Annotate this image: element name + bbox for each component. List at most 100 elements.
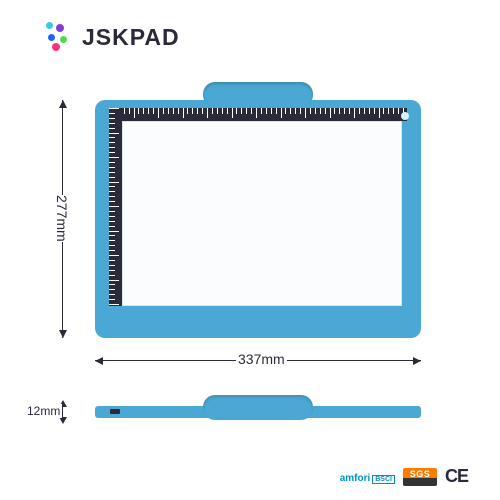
drawing-surface <box>122 121 402 306</box>
ruler-tick <box>300 108 301 114</box>
ruler-tick <box>109 275 115 276</box>
ruler-tick <box>109 147 115 148</box>
ruler-tick <box>109 260 115 261</box>
ruler-tick <box>148 108 149 114</box>
cert-sgs-badge: SGS <box>403 468 437 486</box>
power-button-icon <box>401 112 409 120</box>
ruler-tick <box>315 108 316 114</box>
ruler-tick <box>109 186 115 187</box>
ruler-tick <box>109 133 119 134</box>
ruler-tick <box>325 108 326 114</box>
usb-port-icon <box>110 409 120 414</box>
ruler-tick <box>109 172 115 173</box>
ruler-tick <box>109 182 119 183</box>
ruler-tick <box>246 108 247 114</box>
ruler-tick <box>271 108 272 114</box>
ruler-tick <box>109 304 119 305</box>
brand-name: JSKPAD <box>82 24 180 51</box>
ruler-tick <box>109 255 119 256</box>
ruler-tick <box>212 108 213 114</box>
bsci-label: BSCI <box>372 475 395 484</box>
ruler-tick <box>393 108 394 114</box>
ruler-tick <box>109 270 115 271</box>
ruler-tick <box>222 108 223 114</box>
ruler-tick <box>285 108 286 114</box>
dim-thickness-label: 12mm <box>25 404 62 418</box>
cert-amfori: amforiBSCI <box>340 468 395 486</box>
ruler-tick <box>109 167 115 168</box>
ruler-tick <box>109 137 115 138</box>
ruler-tick <box>236 108 237 114</box>
ruler-tick <box>173 108 174 114</box>
ruler-tick <box>276 108 277 114</box>
product-front-view <box>95 82 421 342</box>
ruler-tick <box>241 108 242 114</box>
ruler-tick <box>344 108 345 114</box>
ruler-tick <box>153 108 154 114</box>
ruler-tick <box>109 157 119 158</box>
ruler-tick <box>187 108 188 114</box>
logo-mark-icon <box>42 20 76 54</box>
dim-outer-width-label: 337mm <box>236 351 287 367</box>
ruler-tick <box>266 108 267 114</box>
ruler-tick <box>158 108 159 118</box>
ruler-tick <box>124 108 125 114</box>
ruler-tick <box>227 108 228 114</box>
ruler-tick <box>109 113 115 114</box>
ruler-tick <box>374 108 375 114</box>
ruler-tick <box>109 235 115 236</box>
ruler-tick <box>349 108 350 114</box>
ruler-tick <box>330 108 331 118</box>
ruler-tick <box>143 108 144 114</box>
side-pen-holder <box>203 395 313 420</box>
ruler-tick <box>109 201 115 202</box>
ruler-horizontal <box>109 108 407 121</box>
ruler-tick <box>192 108 193 114</box>
ruler-tick <box>359 108 360 114</box>
brand-logo: JSKPAD <box>42 20 180 54</box>
dim-arrow-icon <box>59 100 67 108</box>
ruler-tick <box>109 250 115 251</box>
ruler-tick <box>109 289 115 290</box>
ruler-tick <box>134 108 135 118</box>
ruler-tick <box>207 108 208 118</box>
ruler-tick <box>109 108 119 109</box>
ruler-tick <box>197 108 198 114</box>
ruler-tick <box>109 177 115 178</box>
ruler-vertical <box>109 108 122 306</box>
ruler-tick <box>109 123 115 124</box>
ruler-tick <box>256 108 257 118</box>
ruler-tick <box>217 108 218 114</box>
ruler-tick <box>354 108 355 118</box>
ruler-tick <box>310 108 311 114</box>
ruler-tick <box>109 294 115 295</box>
ruler-tick <box>295 108 296 114</box>
ruler-tick <box>290 108 291 114</box>
dim-arrow-icon <box>59 330 67 338</box>
ruler-tick <box>383 108 384 114</box>
ruler-tick <box>129 108 130 114</box>
product-side-view <box>95 395 421 425</box>
ruler-tick <box>168 108 169 114</box>
ruler-tick <box>320 108 321 114</box>
pen-holder-clip <box>203 82 313 107</box>
ruler-tick <box>109 245 115 246</box>
ruler-tick <box>398 108 399 114</box>
ruler-tick <box>281 108 282 118</box>
ruler-tick <box>261 108 262 114</box>
ruler-tick <box>109 280 119 281</box>
ruler-tick <box>109 128 115 129</box>
ruler-tick <box>109 299 115 300</box>
amfori-label: amfori <box>340 473 371 484</box>
ruler-tick <box>109 162 115 163</box>
ruler-tick <box>109 152 115 153</box>
ruler-tick <box>364 108 365 114</box>
ruler-tick <box>232 108 233 118</box>
ruler-tick <box>109 231 119 232</box>
ruler-tick <box>178 108 179 114</box>
ruler-tick <box>109 206 119 207</box>
dim-arrow-icon <box>413 357 421 365</box>
ruler-tick <box>109 216 115 217</box>
ruler-tick <box>251 108 252 114</box>
ruler-tick <box>202 108 203 114</box>
